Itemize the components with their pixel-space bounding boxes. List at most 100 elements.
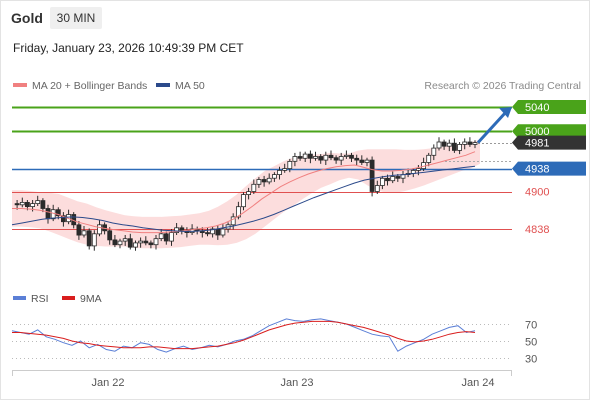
candle-body bbox=[138, 240, 144, 244]
candle-body bbox=[50, 209, 56, 220]
candle-body bbox=[169, 232, 174, 242]
candle-body bbox=[451, 142, 457, 151]
ma20-line bbox=[12, 151, 476, 234]
candle-body bbox=[369, 159, 375, 192]
candle-body bbox=[328, 154, 334, 159]
candle-body bbox=[158, 233, 164, 240]
candle-body bbox=[35, 200, 41, 205]
candle-body bbox=[55, 209, 61, 217]
candle-body bbox=[390, 176, 396, 182]
legend-rsi-swatch bbox=[13, 296, 26, 301]
candle-body bbox=[107, 230, 113, 241]
candle-body bbox=[117, 240, 123, 246]
candle-body bbox=[431, 147, 437, 156]
candle-body bbox=[436, 141, 442, 149]
candle-body bbox=[333, 157, 339, 161]
candle-body bbox=[76, 224, 82, 236]
candle-body bbox=[24, 201, 30, 207]
candle-body bbox=[374, 185, 380, 192]
candle-body bbox=[349, 154, 354, 159]
candle-body bbox=[251, 183, 257, 192]
candle-body bbox=[282, 168, 288, 171]
candle-body bbox=[189, 228, 195, 233]
candle-body bbox=[61, 215, 66, 223]
candle-body bbox=[235, 206, 241, 218]
candle-body bbox=[395, 176, 401, 179]
candle-body bbox=[14, 203, 20, 206]
candle-body bbox=[86, 230, 92, 247]
candle-body bbox=[415, 168, 421, 171]
candle-body bbox=[379, 177, 385, 186]
candle-body bbox=[343, 154, 349, 157]
price-tag-4981: 4981 bbox=[512, 135, 586, 150]
price-tag-bg bbox=[512, 100, 586, 114]
candle-body bbox=[81, 230, 87, 236]
candle-body bbox=[271, 174, 277, 179]
candle-body bbox=[457, 143, 463, 151]
candle-body bbox=[338, 156, 344, 161]
candle-body bbox=[277, 169, 282, 175]
legend-rsi: RSI bbox=[13, 293, 49, 305]
candle-body bbox=[307, 153, 313, 159]
candle-body bbox=[297, 156, 303, 159]
candle-body bbox=[266, 177, 272, 183]
projection-arrow-shaft bbox=[476, 110, 508, 144]
price-tag-text: 4938 bbox=[525, 164, 549, 176]
candle-body bbox=[462, 141, 468, 145]
candle-body bbox=[292, 156, 298, 162]
price-tag-text: 5000 bbox=[525, 126, 549, 138]
candle-body bbox=[45, 208, 51, 220]
legend-9ma-swatch bbox=[62, 296, 75, 301]
legend-9ma: 9MA bbox=[62, 293, 102, 305]
ma50-line bbox=[11, 165, 476, 232]
chart-datetime: Friday, January 23, 2026 10:49:39 PM CET bbox=[13, 41, 244, 55]
candle-body bbox=[318, 156, 324, 161]
price-tag-text: 5040 bbox=[525, 102, 549, 114]
rsi-line bbox=[11, 318, 476, 353]
candle-body bbox=[256, 179, 262, 185]
candle-body bbox=[19, 201, 25, 206]
legend-9ma-label: 9MA bbox=[80, 293, 102, 305]
timeframe-button[interactable]: 30 MIN bbox=[50, 7, 102, 29]
legend-ma50-label: MA 50 bbox=[175, 80, 205, 92]
credit-text: Research © 2026 Trading Central bbox=[424, 80, 581, 92]
price-tag-4838: 4838 bbox=[525, 224, 549, 236]
candle-body bbox=[112, 239, 118, 246]
candle-body bbox=[220, 228, 226, 236]
price-tag-5040: 5040 bbox=[512, 100, 586, 114]
price-tag-4900: 4900 bbox=[525, 187, 549, 199]
candle-body bbox=[261, 179, 267, 183]
candle-body bbox=[241, 194, 246, 208]
legend-ma50: MA 50 bbox=[156, 80, 205, 92]
9ma-line bbox=[12, 320, 476, 350]
candle-body bbox=[313, 156, 318, 159]
candle-body bbox=[210, 228, 216, 235]
price-tag-bg bbox=[512, 135, 586, 150]
candle-body bbox=[122, 238, 128, 242]
candle-body bbox=[40, 200, 46, 209]
candle-body bbox=[426, 154, 432, 163]
price-tag-4938: 4938 bbox=[512, 161, 586, 176]
x-tick-label: Jan 23 bbox=[280, 377, 313, 389]
price-tag-bg bbox=[512, 161, 586, 176]
rsi-tick-label: 30 bbox=[525, 354, 537, 366]
candle-body bbox=[230, 216, 236, 226]
candle-body bbox=[359, 159, 365, 163]
legend-ma50-swatch bbox=[156, 83, 170, 88]
candle-body bbox=[287, 160, 293, 169]
candle-body bbox=[215, 228, 221, 236]
legend-rsi-label: RSI bbox=[31, 293, 49, 305]
candle-body bbox=[302, 153, 308, 159]
rsi-tick-label: 70 bbox=[525, 320, 537, 332]
candle-body bbox=[127, 238, 133, 248]
candle-body bbox=[133, 242, 138, 248]
projection-arrow-head bbox=[499, 107, 512, 118]
price-tag-5000: 5000 bbox=[512, 124, 586, 139]
candle-body bbox=[30, 203, 36, 208]
legend-ma20: MA 20 + Bollinger Bands bbox=[13, 80, 147, 92]
x-tick-label: Jan 22 bbox=[91, 377, 124, 389]
candle-body bbox=[354, 157, 360, 161]
candle-body bbox=[364, 159, 370, 163]
x-tick-label: Jan 24 bbox=[461, 377, 494, 389]
